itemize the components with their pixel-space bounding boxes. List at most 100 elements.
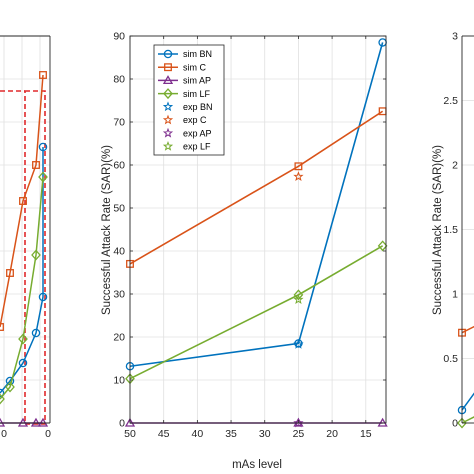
x-tick-label: 30 <box>259 428 271 440</box>
legend-marker <box>163 49 173 59</box>
data-point <box>377 417 388 427</box>
x-tick-label: 50 <box>124 428 136 440</box>
legend-label: sim BN <box>183 49 212 59</box>
center-chart: 50 45 40 35 30 25 20 15 0 10 20 30 40 50 60 70 80 90 mAs … <box>101 31 388 471</box>
legend-entry: sim AP <box>158 75 211 86</box>
legend-label: sim AP <box>183 76 211 86</box>
y-tick-label: 2 <box>452 160 458 172</box>
legend-marker <box>162 114 174 125</box>
right-y-axis-label: Successful Attack Rate (SAR)(%) <box>432 145 444 315</box>
series-exp-ap <box>293 417 304 428</box>
right-chart-cropped: 0 0.5 1 1.5 2 2.5 3 Successful Attack Rate (SA… <box>432 31 474 430</box>
data-point <box>293 417 304 428</box>
left-series-sim-lf <box>0 171 48 405</box>
data-point <box>377 240 388 252</box>
series-line <box>129 42 384 368</box>
y-tick-label: 30 <box>113 289 125 301</box>
data-point <box>31 249 41 261</box>
right-series-sim-lf <box>457 416 474 429</box>
data-point <box>293 289 304 301</box>
plot-frame <box>129 35 387 424</box>
series-line <box>461 392 474 411</box>
data-point <box>38 292 48 302</box>
legend-marker <box>162 140 174 151</box>
center-x-axis-label: mAs level <box>232 459 282 471</box>
data-point <box>294 162 303 171</box>
series-line <box>0 176 44 400</box>
x-tick-label: 40 <box>192 428 204 440</box>
center-tick-labels: 50 45 40 35 30 25 20 15 0 10 20 30 40 50 60 70 80 90 <box>113 31 371 441</box>
legend-entry: sim LF <box>158 88 211 100</box>
legend-entry: exp BN <box>162 101 213 112</box>
center-y-axis-label: Successful Attack Rate (SAR)(%) <box>101 145 113 315</box>
data-point <box>0 388 5 398</box>
data-point <box>38 171 48 183</box>
legend-label: sim C <box>183 62 206 72</box>
data-point <box>18 333 28 345</box>
center-legend: sim BN sim C sim AP sim LF exp BN exp C exp AP… <box>153 44 225 156</box>
data-point <box>293 417 304 427</box>
x-tick-label: 20 <box>326 428 338 440</box>
legend-label: exp C <box>183 115 207 125</box>
data-point <box>18 358 28 368</box>
data-point <box>457 417 467 429</box>
legend-marker <box>164 63 172 72</box>
data-point <box>293 171 304 181</box>
data-point <box>0 417 6 427</box>
data-point <box>0 323 4 331</box>
data-point <box>39 71 47 79</box>
left-series-sim-c <box>0 71 47 331</box>
dashed-red-rectangle <box>24 90 46 425</box>
y-tick-label: 1 <box>452 289 458 301</box>
legend-marker <box>162 75 174 85</box>
y-tick-label: 0.5 <box>443 353 458 365</box>
data-point <box>30 417 42 427</box>
series-exp-bn <box>293 338 304 349</box>
center-axes <box>129 35 387 424</box>
legend-entry: exp LF <box>162 140 211 152</box>
data-point <box>293 294 304 304</box>
y-tick-label: 70 <box>113 117 125 129</box>
series-exp-lf <box>293 294 304 304</box>
y-tick-label: 0 <box>119 418 125 430</box>
legend-entry: sim BN <box>158 49 212 59</box>
data-point <box>38 142 48 152</box>
data-point <box>124 417 136 427</box>
series-exp-c <box>293 171 304 181</box>
data-point <box>5 381 15 393</box>
x-tick-label: 15 <box>360 428 372 440</box>
y-tick-label: 20 <box>113 332 125 344</box>
x-tick-label: 45 <box>158 428 170 440</box>
x-tick-label: 35 <box>225 428 237 440</box>
y-tick-label: 0 <box>452 418 458 430</box>
legend-entry: exp AP <box>162 127 212 138</box>
legend-label: exp LF <box>183 142 211 152</box>
data-point <box>6 269 14 277</box>
legend-entry: exp C <box>162 114 207 125</box>
legend-marker <box>162 101 174 112</box>
y-tick-label: 1.5 <box>443 224 458 236</box>
data-point <box>37 417 49 427</box>
series-line <box>0 147 44 394</box>
y-tick-label: 80 <box>113 74 125 86</box>
data-point <box>31 328 41 338</box>
data-point <box>17 417 29 427</box>
legend-label: exp AP <box>183 128 212 138</box>
x-tick-label: 0 <box>1 428 7 440</box>
data-point <box>32 161 40 169</box>
legend-marker <box>163 88 173 100</box>
series-line <box>0 74 44 328</box>
left-series-sim-bn <box>0 142 48 398</box>
series-line <box>129 110 384 265</box>
y-tick-label: 90 <box>113 31 125 43</box>
x-tick-label: 25 <box>293 428 305 440</box>
y-tick-label: 3 <box>452 31 458 43</box>
data-point <box>0 393 5 405</box>
legend-marker <box>162 127 174 138</box>
legend-label: sim LF <box>183 89 211 99</box>
y-tick-label: 2.5 <box>443 95 458 107</box>
legend-entry: sim C <box>158 62 206 72</box>
data-point <box>293 338 304 349</box>
